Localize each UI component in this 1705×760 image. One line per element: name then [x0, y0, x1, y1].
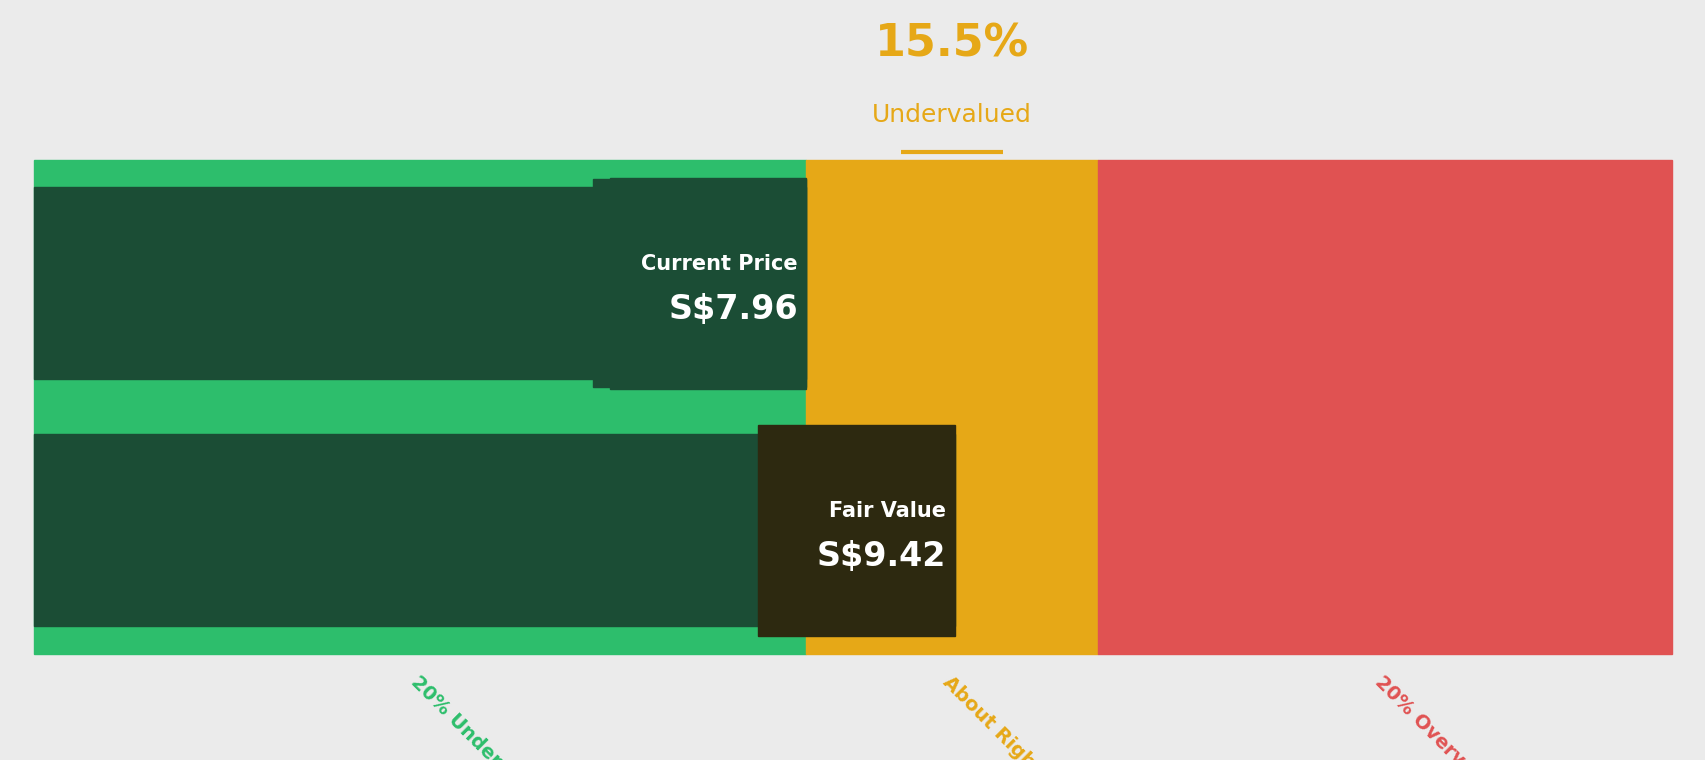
Text: 15.5%: 15.5% — [875, 23, 1028, 66]
Bar — [1098, 160, 1671, 654]
Bar — [34, 160, 806, 654]
Bar — [759, 425, 955, 635]
Text: Current Price: Current Price — [641, 254, 798, 274]
Text: 20% Overvalued: 20% Overvalued — [1371, 673, 1511, 760]
Text: 20% Undervalued: 20% Undervalued — [406, 673, 556, 760]
Bar — [593, 179, 806, 387]
Text: S$9.42: S$9.42 — [817, 540, 946, 573]
Bar — [34, 187, 806, 379]
Text: S$7.96: S$7.96 — [668, 293, 798, 326]
Text: Undervalued: Undervalued — [871, 103, 1032, 127]
Bar — [806, 160, 1098, 654]
Bar — [34, 434, 955, 626]
Bar — [610, 178, 806, 388]
Text: Fair Value: Fair Value — [829, 501, 946, 521]
Text: About Right: About Right — [938, 673, 1043, 760]
